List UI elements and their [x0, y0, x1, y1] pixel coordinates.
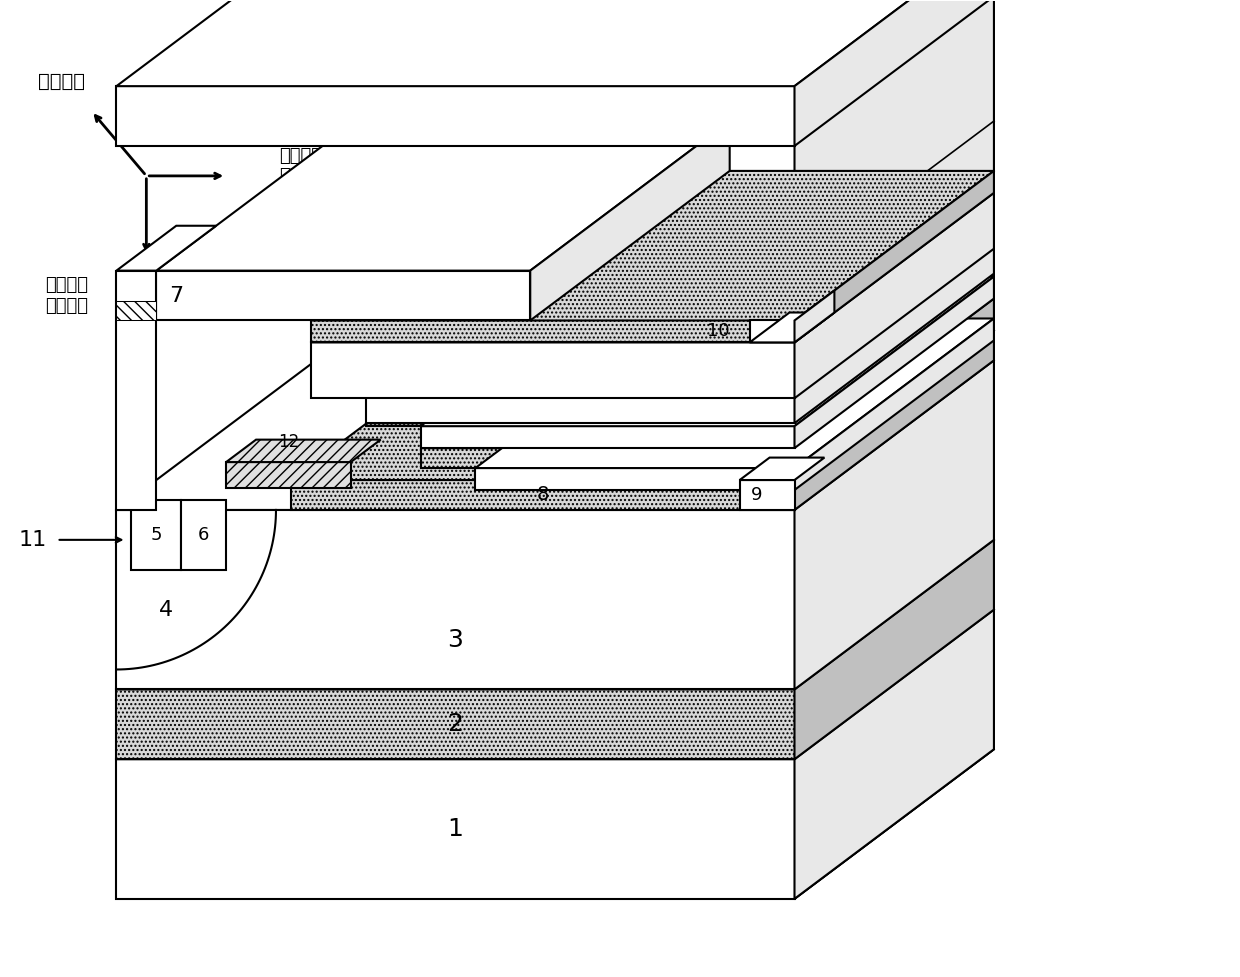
Polygon shape — [795, 0, 994, 899]
Polygon shape — [795, 192, 994, 399]
Polygon shape — [795, 171, 994, 342]
Polygon shape — [117, 361, 994, 510]
Polygon shape — [117, 610, 994, 759]
Polygon shape — [117, 759, 795, 899]
Polygon shape — [795, 330, 994, 510]
Polygon shape — [311, 171, 994, 320]
Text: 2: 2 — [448, 712, 464, 737]
Polygon shape — [531, 121, 729, 320]
Polygon shape — [366, 384, 795, 423]
Polygon shape — [117, 301, 156, 320]
Polygon shape — [156, 271, 531, 320]
Polygon shape — [420, 299, 994, 448]
Polygon shape — [750, 313, 835, 342]
Polygon shape — [226, 462, 351, 488]
Polygon shape — [117, 86, 795, 146]
Polygon shape — [795, 234, 994, 423]
Polygon shape — [117, 540, 994, 690]
Polygon shape — [311, 342, 795, 399]
Text: 3: 3 — [448, 627, 464, 652]
Polygon shape — [366, 274, 994, 423]
Polygon shape — [131, 500, 181, 570]
Polygon shape — [795, 276, 994, 448]
Polygon shape — [795, 610, 994, 899]
Polygon shape — [291, 480, 795, 510]
Text: 11: 11 — [19, 530, 47, 550]
Polygon shape — [420, 448, 795, 468]
Polygon shape — [420, 276, 994, 426]
Text: 6: 6 — [198, 526, 210, 544]
Polygon shape — [291, 330, 994, 480]
Text: 厚度方向
（纵向）: 厚度方向 （纵向） — [45, 276, 88, 315]
Polygon shape — [795, 330, 994, 510]
Text: 12: 12 — [278, 433, 299, 451]
Polygon shape — [795, 540, 994, 759]
Polygon shape — [366, 234, 994, 384]
Polygon shape — [795, 361, 994, 690]
Polygon shape — [156, 121, 729, 271]
Text: 1: 1 — [448, 817, 464, 841]
Text: 10: 10 — [707, 322, 729, 340]
Polygon shape — [475, 319, 994, 468]
Polygon shape — [311, 320, 795, 342]
Polygon shape — [117, 0, 994, 86]
Polygon shape — [795, 0, 994, 146]
Polygon shape — [311, 192, 994, 342]
Polygon shape — [795, 540, 994, 759]
Text: 8: 8 — [537, 486, 549, 504]
Polygon shape — [226, 440, 381, 462]
Text: 4: 4 — [159, 600, 174, 619]
Polygon shape — [420, 426, 795, 448]
Polygon shape — [117, 690, 795, 759]
Polygon shape — [366, 423, 795, 426]
Polygon shape — [181, 500, 226, 570]
Polygon shape — [117, 271, 156, 510]
Polygon shape — [739, 457, 825, 480]
Text: 9: 9 — [751, 486, 763, 504]
Text: 长度方向
（横向）: 长度方向 （横向） — [279, 147, 322, 186]
Text: 5: 5 — [150, 526, 162, 544]
Text: 宽度方向: 宽度方向 — [38, 71, 86, 91]
Polygon shape — [739, 480, 795, 510]
Polygon shape — [795, 319, 994, 490]
Polygon shape — [795, 299, 994, 468]
Polygon shape — [750, 320, 795, 342]
Polygon shape — [795, 290, 835, 342]
Polygon shape — [117, 226, 216, 271]
Text: 7: 7 — [169, 285, 184, 306]
Polygon shape — [475, 468, 795, 490]
Polygon shape — [795, 274, 994, 426]
Polygon shape — [795, 121, 994, 320]
Polygon shape — [795, 0, 994, 146]
Polygon shape — [117, 510, 795, 690]
